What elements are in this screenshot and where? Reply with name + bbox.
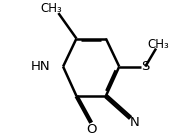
Text: CH₃: CH₃ bbox=[41, 2, 63, 15]
Text: S: S bbox=[141, 60, 149, 73]
Text: N: N bbox=[130, 116, 139, 129]
Text: CH₃: CH₃ bbox=[148, 38, 170, 51]
Text: O: O bbox=[86, 123, 96, 136]
Text: HN: HN bbox=[31, 60, 51, 73]
